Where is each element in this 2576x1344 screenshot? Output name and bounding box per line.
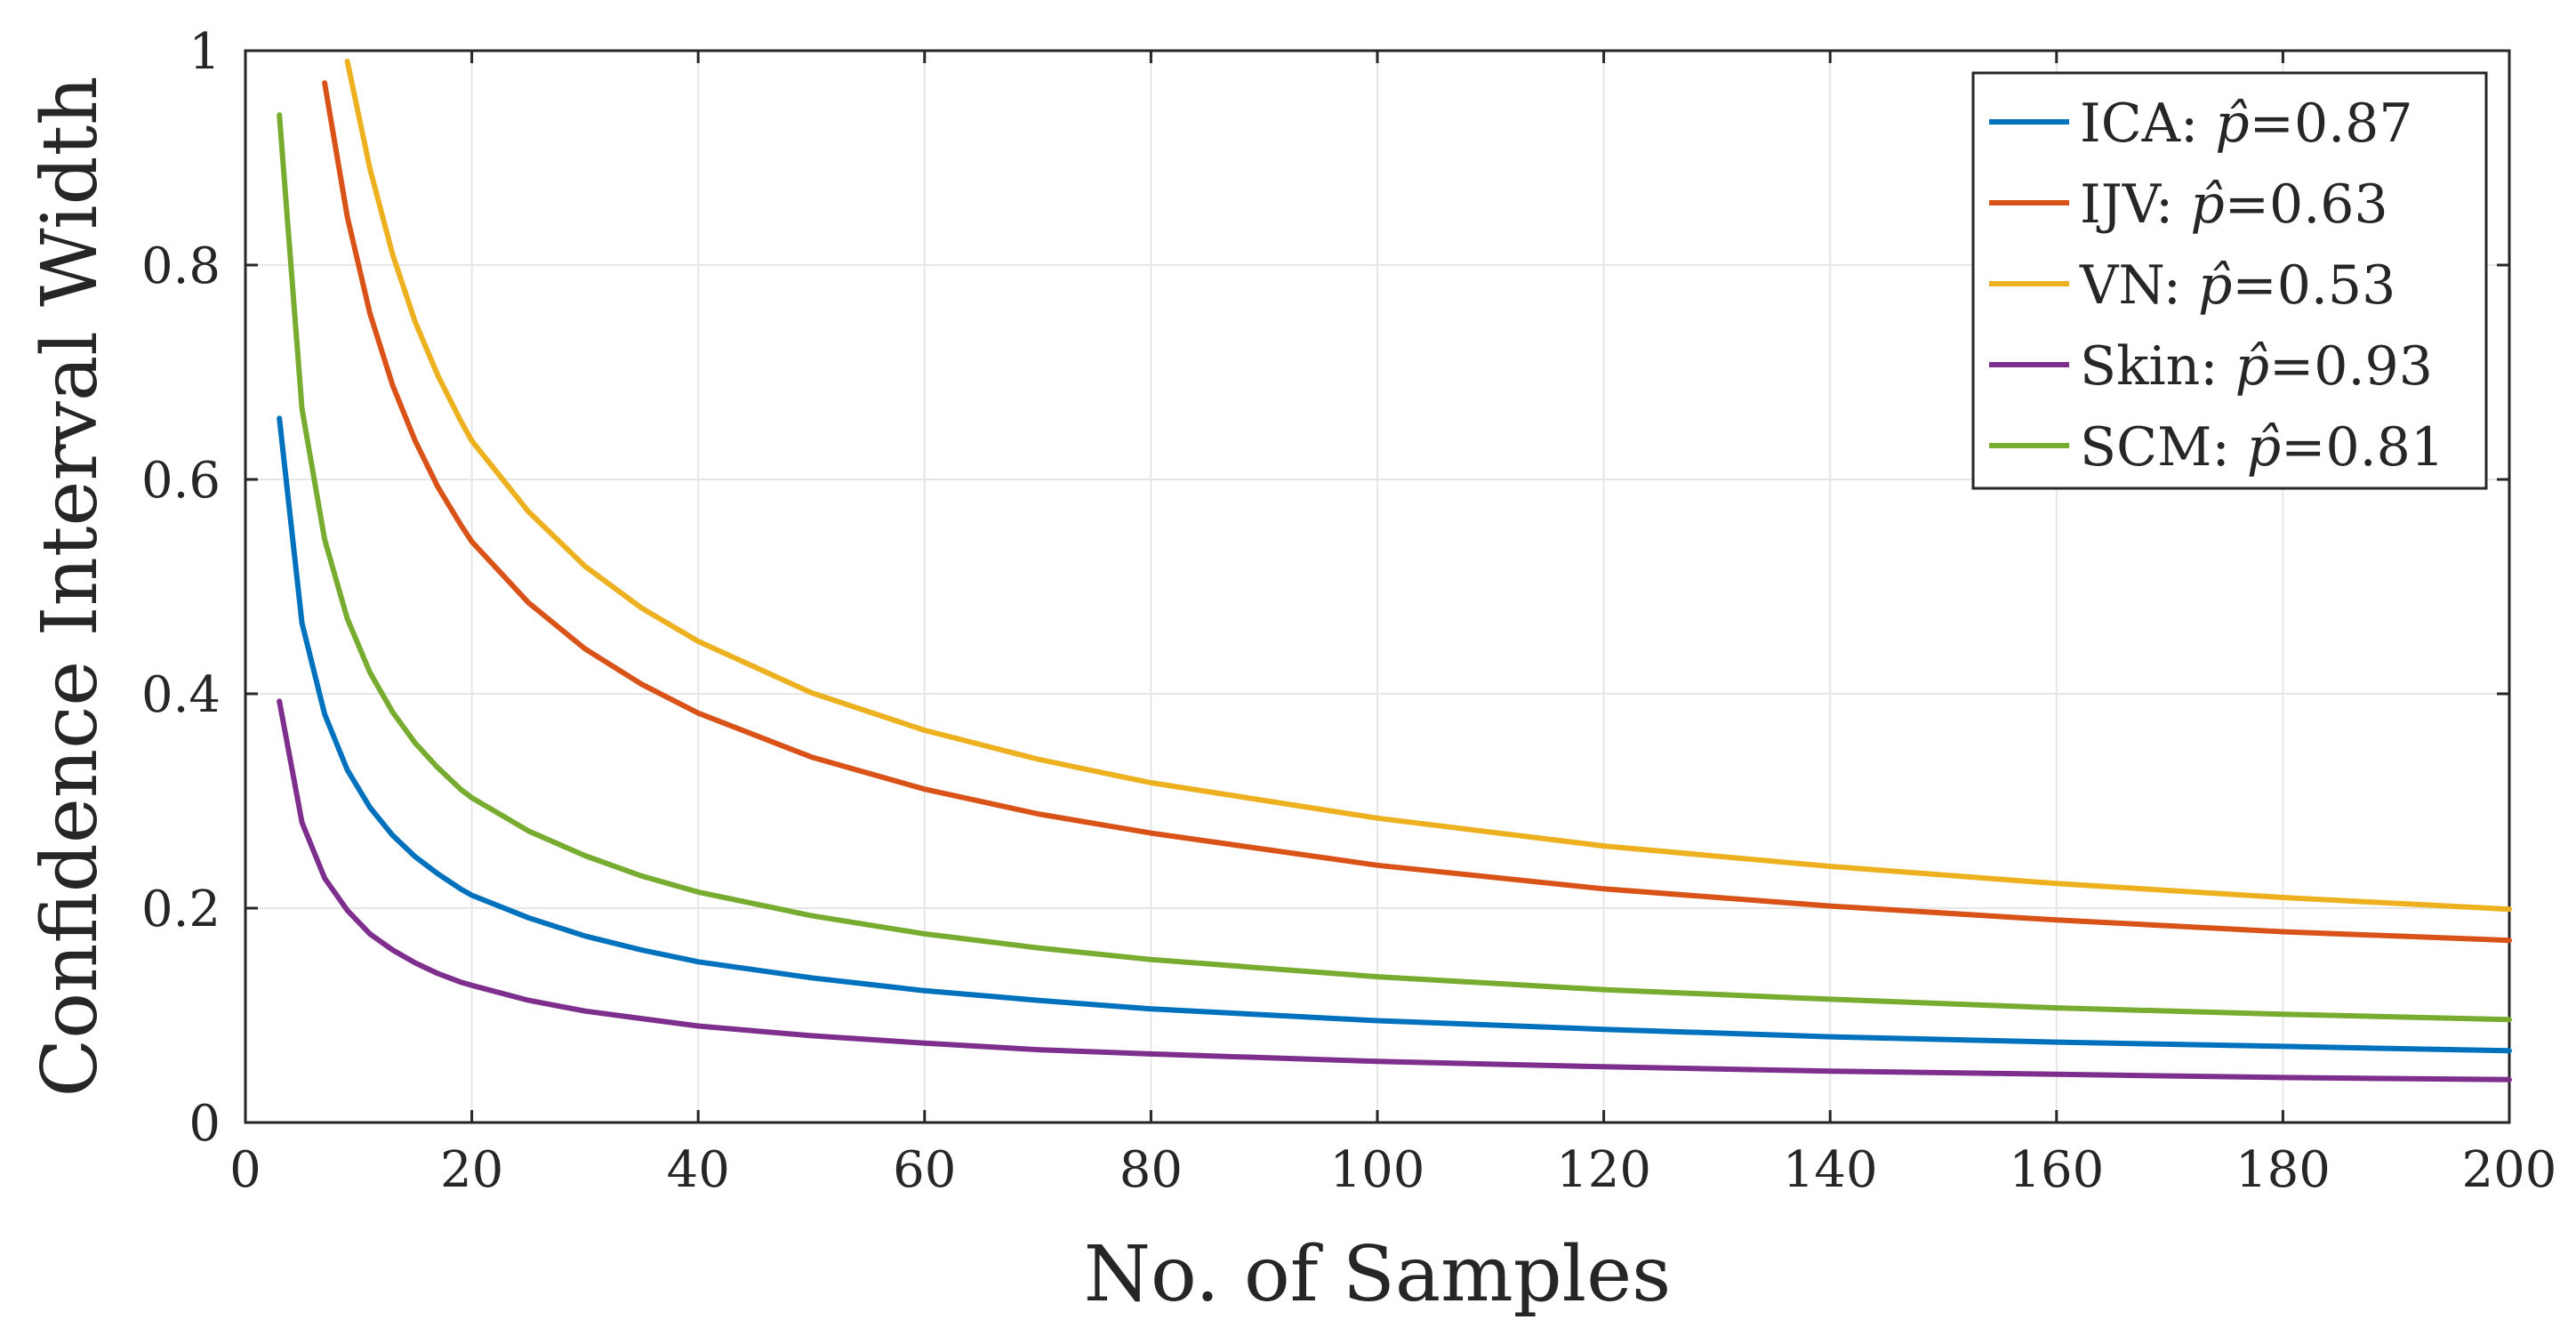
legend-p-hat-symbol: p̂	[2235, 335, 2269, 398]
legend-p-hat-symbol: p̂	[2198, 254, 2232, 317]
x-tick-label: 140	[1783, 1141, 1878, 1199]
legend-p-hat-symbol: p̂	[2190, 173, 2224, 236]
legend-series-name: VN:	[2079, 254, 2198, 317]
legend-p-value: 0.81	[2325, 416, 2444, 479]
series-line-ica	[277, 415, 2512, 1054]
legend-p-value: 0.87	[2294, 93, 2413, 155]
legend-series-name: Skin:	[2080, 335, 2235, 398]
legend-series-name: ICA:	[2080, 93, 2215, 155]
x-axis-title: No. of Samples	[1084, 1230, 1671, 1319]
x-tick-label: 200	[2462, 1141, 2557, 1199]
x-tick-label: 40	[667, 1141, 730, 1199]
x-tick-label: 120	[1556, 1141, 1651, 1199]
y-axis-title: Confidence Interval Width	[26, 76, 115, 1097]
legend-item: Skin: p̂=0.93	[1989, 335, 2433, 398]
x-tick-label: 20	[440, 1141, 503, 1199]
legend-label: SCM: p̂=0.81	[2080, 416, 2444, 479]
legend-equals: =	[2269, 335, 2314, 398]
legend-p-hat-symbol: p̂	[2247, 416, 2281, 479]
y-tick-label: 1	[189, 23, 221, 81]
legend-p-value: 0.63	[2269, 173, 2388, 236]
legend-item: ICA: p̂=0.87	[1989, 93, 2413, 155]
legend-p-value: 0.53	[2277, 254, 2396, 317]
x-tick-label: 80	[1119, 1141, 1183, 1199]
legend-series-name: IJV:	[2080, 173, 2190, 236]
series-line-ijv	[322, 80, 2512, 944]
x-tick-label: 60	[893, 1141, 956, 1199]
x-tick-label: 0	[229, 1141, 261, 1199]
legend-item: VN: p̂=0.53	[1989, 254, 2395, 317]
legend-label: ICA: p̂=0.87	[2080, 93, 2413, 155]
legend-p-hat-symbol: p̂	[2215, 93, 2249, 155]
x-tick-label: 180	[2235, 1141, 2331, 1199]
legend-item: IJV: p̂=0.63	[1989, 173, 2388, 236]
axis-ticks: 0 20 40 60 80 100 120 140 160 180 200 0 0.2 0.4 0.6 0.8…	[141, 23, 2557, 1199]
series-lines	[277, 59, 2512, 1082]
series-line-scm	[277, 112, 2512, 1023]
y-tick-label: 0.6	[141, 452, 221, 510]
legend-equals: =	[2250, 93, 2294, 155]
legend-p-value: 0.93	[2314, 335, 2433, 398]
legend-label: Skin: p̂=0.93	[2080, 335, 2433, 398]
y-tick-label: 0	[189, 1095, 221, 1153]
legend-item: SCM: p̂=0.81	[1989, 416, 2444, 479]
x-tick-label: 160	[2009, 1141, 2104, 1199]
y-tick-label: 0.8	[141, 237, 221, 295]
series-line-vn	[344, 59, 2512, 913]
legend-series-name: SCM:	[2080, 416, 2247, 479]
legend-equals: =	[2225, 173, 2269, 236]
series-line-skin	[277, 698, 2512, 1082]
y-tick-label: 0.2	[141, 881, 221, 938]
legend-equals: =	[2281, 416, 2325, 479]
legend-equals: =	[2232, 254, 2276, 317]
legend-box	[1971, 71, 2488, 490]
legend-label: VN: p̂=0.53	[2079, 254, 2395, 317]
y-tick-label: 0.4	[141, 666, 221, 724]
x-tick-label: 100	[1330, 1141, 1425, 1199]
legend-label: IJV: p̂=0.63	[2080, 173, 2388, 236]
